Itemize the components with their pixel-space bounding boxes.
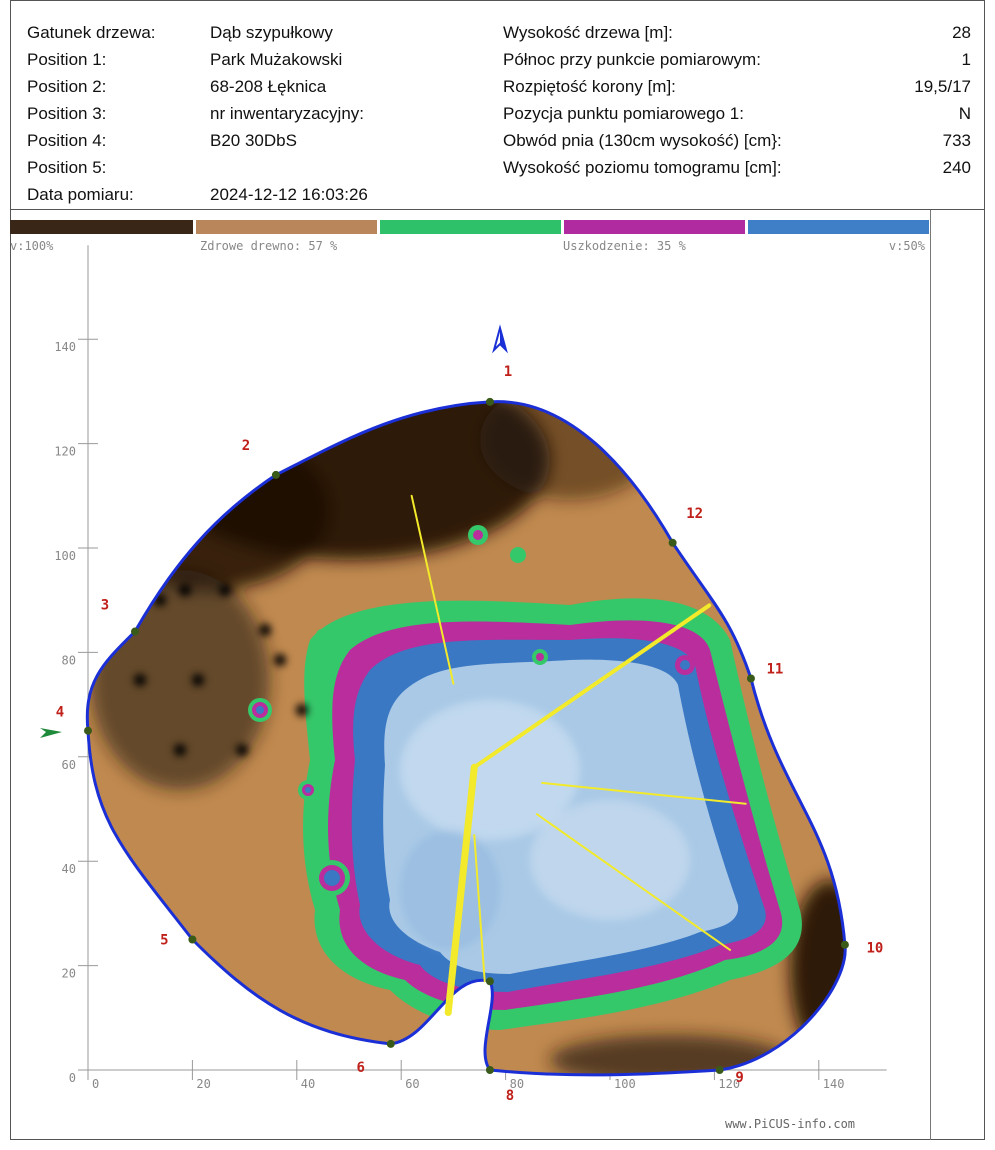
position-1-label: Position 1: (27, 50, 107, 69)
legend-right-label: v:50% (889, 239, 926, 253)
measurement-point-label: 10 (866, 941, 883, 957)
position-1-value: Park Mużakowski (210, 50, 343, 69)
y-tick-label: 40 (62, 862, 76, 876)
measurement-point (271, 470, 280, 479)
light-blotches (400, 700, 690, 950)
measurement-point-label: 12 (686, 506, 703, 522)
y-tick-label: 100 (54, 549, 76, 563)
sound-paths (410, 494, 747, 1017)
legend-swatch-green (380, 220, 561, 234)
tomogram-chart: v:100% Zdrowe drewno: 57 % Uszkodzenie: … (10, 220, 929, 1131)
measurement-point (715, 1066, 724, 1074)
measurement-point (840, 940, 849, 949)
measurement-date-label: Data pomiaru: (27, 185, 134, 204)
tree-height-value: 28 (952, 23, 971, 42)
tomogram-height-label: Wysokość poziomu tomogramu [cm]: (503, 158, 782, 177)
y-tick-label: 120 (54, 445, 76, 459)
measurement-point (386, 1039, 395, 1048)
north-arrow-icon (492, 324, 508, 354)
sound-path (410, 494, 455, 685)
legend-damage-label: Uszkodzenie: 35 % (563, 239, 687, 253)
measurement-point-label: 8 (506, 1088, 514, 1104)
color-legend: v:100% Zdrowe drewno: 57 % Uszkodzenie: … (10, 220, 929, 253)
watermark: www.PiCUS-info.com (725, 1117, 855, 1131)
x-tick-label: 140 (823, 1077, 845, 1091)
legend-swatch-blue (748, 220, 929, 234)
y-tick-label: 60 (62, 758, 76, 772)
measurement-point-label: 4 (56, 705, 64, 721)
measurement-point (485, 397, 494, 406)
legend-left-label: v:100% (10, 239, 54, 253)
tree-species-label: Gatunek drzewa: (27, 23, 156, 42)
holes (248, 525, 695, 896)
tree-height-label: Wysokość drzewa [m]: (503, 23, 673, 42)
crown-span-value: 19,5/17 (914, 77, 971, 96)
info-header: Gatunek drzewa: Dąb szypułkowy Position … (10, 8, 985, 210)
measurement-date-value: 2024-12-12 16:03:26 (210, 185, 368, 204)
tomogram-image (87, 401, 846, 1075)
measurement-point-label: 3 (101, 598, 109, 614)
measurement-point-label: 6 (357, 1060, 365, 1076)
y-tick-label: 20 (62, 967, 76, 981)
trunk-circumference-label: Obwód pnia (130cm wysokość) [cm}: (503, 131, 782, 150)
sound-path (535, 813, 732, 951)
sound-path (541, 781, 747, 805)
position-2-value: 68-208 Łęknica (210, 77, 327, 96)
tomogram-height-value: 240 (942, 158, 971, 177)
x-tick-label: 60 (405, 1077, 419, 1091)
x-tick-label: 0 (92, 1077, 99, 1091)
measurement-point-label: 11 (767, 662, 784, 678)
axes: 0 20 40 60 80 100 120 140 0 20 40 60 80 100 120 140 (54, 245, 887, 1091)
position-4-value: B20 30DbS (210, 131, 297, 150)
measurement-point (485, 1066, 494, 1074)
legend-swatch-brown (196, 220, 377, 234)
measurement-point (746, 674, 755, 683)
measurement-point-label: 9 (735, 1070, 743, 1086)
y-tick-label: 0 (69, 1071, 76, 1085)
legend-swatch-magenta (564, 220, 745, 234)
y-tick-label: 140 (54, 340, 76, 354)
measurement-point (188, 935, 197, 944)
x-tick-label: 120 (718, 1077, 740, 1091)
report-frame (10, 0, 985, 1140)
x-tick-label: 80 (510, 1077, 524, 1091)
crown-span-label: Rozpiętość korony [m]: (503, 77, 676, 96)
north-point-value: 1 (961, 50, 971, 69)
sound-path-main (444, 763, 478, 1017)
legend-swatch-dark (10, 220, 193, 234)
measurement-point-label: 1 (504, 364, 512, 380)
trunk-circumference-value: 733 (942, 131, 971, 150)
legend-healthy-label: Zdrowe drewno: 57 % (200, 239, 338, 253)
position-5-label: Position 5: (27, 158, 107, 177)
position-4-label: Position 4: (27, 131, 107, 150)
position-3-label: Position 3: (27, 104, 107, 123)
measurement-point (668, 538, 677, 547)
sound-path-main (472, 603, 712, 770)
point-1-position-value: N (958, 104, 971, 123)
position-3-value: nr inwentaryzacyjny: (210, 104, 365, 123)
north-point-label: Północ przy punkcie pomiarowym: (503, 50, 761, 69)
measurement-point (485, 977, 494, 986)
x-tick-label: 40 (301, 1077, 315, 1091)
right-column-divider (930, 210, 931, 1140)
point-1-position-label: Pozycja punktu pomiarowego 1: (503, 104, 744, 123)
measurement-point-label: 2 (242, 438, 250, 454)
position-2-label: Position 2: (27, 77, 107, 96)
y-tick-label: 80 (62, 653, 76, 667)
sound-path (473, 834, 486, 983)
start-arrow-icon (40, 728, 62, 738)
x-tick-label: 20 (196, 1077, 210, 1091)
x-tick-label: 100 (614, 1077, 636, 1091)
measurement-point (84, 726, 92, 735)
tree-species-value: Dąb szypułkowy (210, 23, 333, 42)
measurement-point-label: 5 (160, 933, 168, 949)
measurement-point (130, 627, 139, 636)
